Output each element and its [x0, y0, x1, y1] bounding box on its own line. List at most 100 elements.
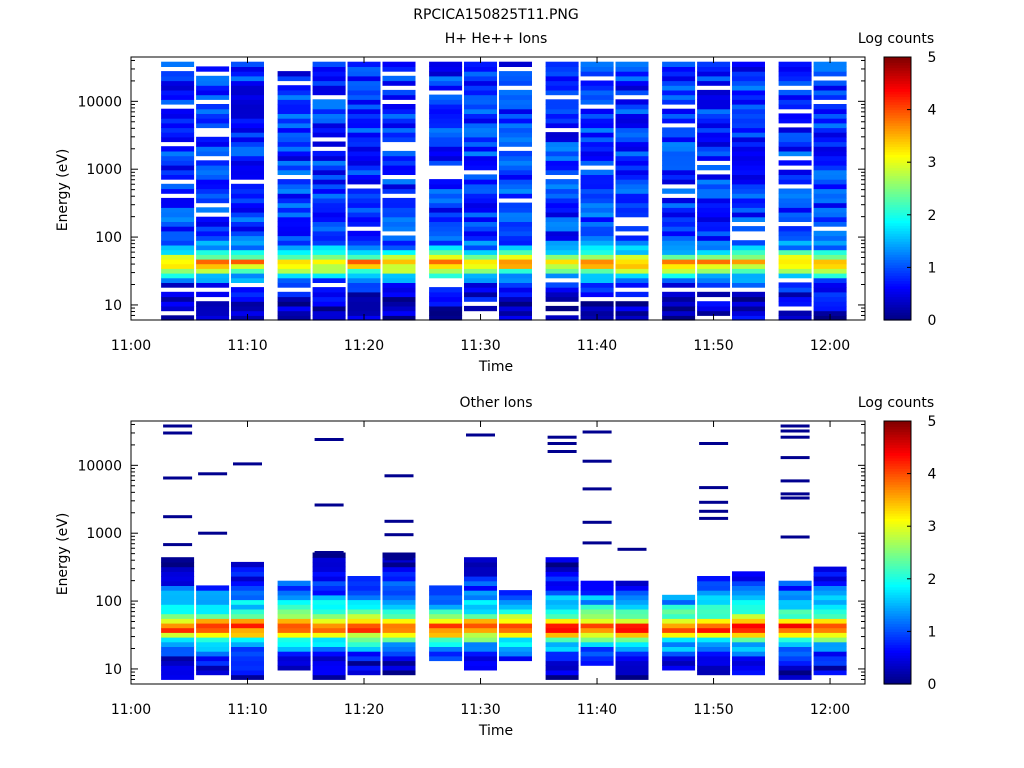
heatmap-cell — [580, 183, 614, 190]
y-tick-label: 1000 — [86, 162, 122, 178]
colorbar-segment — [884, 225, 911, 229]
heatmap-cell — [697, 613, 731, 619]
heatmap-cell — [347, 193, 381, 199]
heatmap-cell — [231, 665, 264, 671]
heatmap-cell — [312, 557, 346, 563]
heatmap-cell — [499, 655, 532, 662]
heatmap-cell — [161, 557, 195, 563]
heatmap-cell — [429, 268, 463, 274]
colorbar-segment — [884, 460, 911, 464]
heatmap-cell — [312, 315, 346, 321]
colorbar-segment — [884, 177, 911, 182]
heatmap-cell — [277, 608, 311, 615]
heatmap-cell — [662, 71, 696, 77]
colorbar-segment — [884, 478, 911, 483]
heatmap-cell — [347, 599, 381, 605]
heatmap-cell — [161, 651, 195, 657]
heatmap-cell — [464, 576, 497, 582]
heatmap-cell — [499, 249, 532, 255]
heatmap-cell — [813, 85, 847, 91]
heatmap-cell — [813, 310, 847, 316]
heatmap-cell — [464, 71, 497, 77]
spectrogram-column-top — [615, 61, 649, 321]
colorbar-segment — [884, 156, 911, 161]
heatmap-cell — [732, 571, 765, 577]
heatmap-cell — [732, 212, 765, 218]
heatmap-cell — [429, 99, 463, 105]
heatmap-cell — [778, 315, 812, 321]
heatmap-cell — [697, 80, 731, 86]
heatmap-cell — [580, 310, 614, 316]
heatmap-cell — [196, 594, 230, 601]
heatmap-cell — [312, 273, 346, 279]
heatmap-cell — [312, 599, 346, 605]
heatmap-cell — [429, 136, 463, 143]
colorbar-segment — [884, 618, 911, 622]
heatmap-cell — [499, 94, 532, 100]
heatmap-cell — [277, 150, 311, 157]
heatmap-cell — [813, 235, 847, 241]
heatmap-cell — [382, 212, 416, 218]
colorbar-segment — [884, 117, 911, 121]
heatmap-cell — [615, 108, 649, 114]
colorbar-segment — [884, 88, 911, 92]
heatmap-cell — [697, 665, 731, 671]
heatmap-cell — [732, 268, 765, 274]
heatmap-cell — [615, 188, 649, 194]
sparse-count-mark — [699, 509, 729, 513]
heatmap-cell — [662, 85, 696, 91]
colorbar-segment — [884, 262, 911, 266]
heatmap-cell — [347, 75, 381, 82]
heatmap-cell — [382, 301, 416, 307]
heatmap-cell — [382, 632, 416, 638]
plot-frame-bottom — [130, 420, 866, 685]
heatmap-cell — [382, 305, 416, 312]
heatmap-cell — [429, 230, 463, 237]
heatmap-cell — [813, 566, 847, 572]
heatmap-cell — [231, 632, 264, 638]
spectrogram-column-top — [580, 61, 614, 321]
heatmap-cell — [615, 66, 649, 72]
heatmap-cell — [464, 118, 497, 124]
heatmap-cell — [231, 254, 264, 260]
heatmap-cell — [732, 576, 765, 582]
colorbar-segment — [884, 162, 911, 166]
spectrogram-column-top — [429, 61, 463, 321]
heatmap-cell — [347, 61, 381, 67]
colorbar-segment — [884, 455, 911, 459]
y-axis-label-bottom: Energy (eV) — [55, 513, 71, 596]
heatmap-cell — [615, 608, 649, 615]
heatmap-cell — [429, 244, 463, 251]
heatmap-cell — [662, 197, 696, 204]
heatmap-cell — [347, 127, 381, 133]
heatmap-cell — [382, 608, 416, 615]
heatmap-cell — [732, 113, 765, 119]
heatmap-cell — [161, 282, 195, 288]
heatmap-cell — [347, 282, 381, 288]
heatmap-cell — [580, 136, 614, 143]
heatmap-cell — [429, 122, 463, 129]
heatmap-cell — [347, 174, 381, 180]
heatmap-cell — [382, 268, 416, 274]
heatmap-cell — [429, 94, 463, 100]
heatmap-cell — [161, 669, 195, 676]
heatmap-cell — [231, 641, 264, 647]
heatmap-cell — [277, 622, 311, 629]
colorbar-segment — [884, 492, 911, 496]
heatmap-cell — [277, 277, 311, 283]
heatmap-cell — [662, 618, 696, 624]
heatmap-cell — [231, 174, 264, 180]
colorbar-segment — [884, 591, 911, 596]
heatmap-cell — [382, 310, 416, 316]
heatmap-cell — [429, 651, 463, 657]
heatmap-cell — [231, 301, 264, 307]
heatmap-cell — [312, 71, 346, 77]
heatmap-cell — [277, 291, 311, 298]
heatmap-cell — [813, 287, 847, 293]
heatmap-cell — [697, 212, 731, 218]
spectrogram-column-top — [732, 61, 765, 321]
colorbar-segment — [884, 457, 911, 462]
heatmap-cell — [662, 315, 696, 321]
heatmap-cell — [161, 665, 195, 671]
